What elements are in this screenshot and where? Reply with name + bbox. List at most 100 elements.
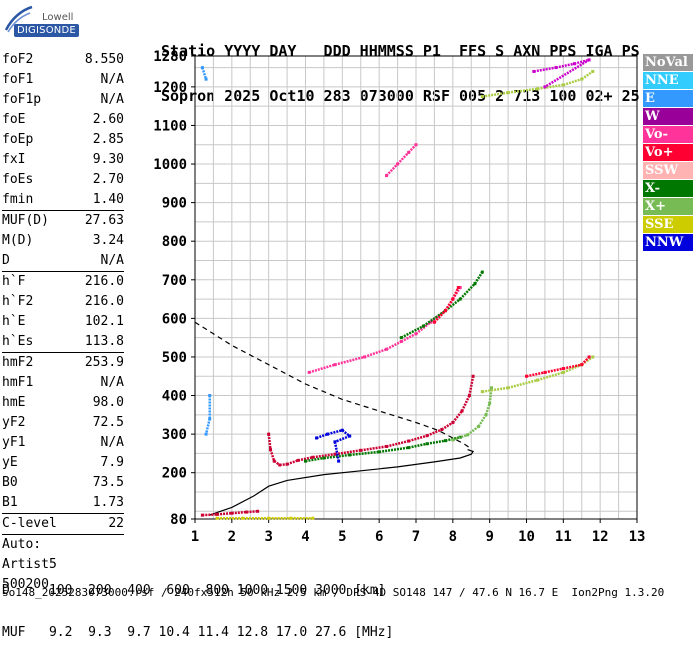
param-label: h`Es xyxy=(2,334,34,349)
swoosh-icon xyxy=(4,5,33,33)
ionogram-plot: 1 2 3 4 5 6 7 8 9 10 11 12 1380200300400500600700800… xyxy=(153,49,645,545)
echo-trace xyxy=(396,151,410,165)
param-row: h`F2 216.0 xyxy=(2,292,124,312)
legend-item: X- xyxy=(643,180,693,197)
legend-item: Vo+ xyxy=(643,144,693,161)
y-tick-label: 900 xyxy=(162,196,187,212)
y-tick-label: 600 xyxy=(162,311,187,327)
param-row: hmF1 N/A xyxy=(2,373,124,393)
echo-trace xyxy=(360,445,387,452)
echo-trace xyxy=(334,434,351,443)
echo-trace xyxy=(408,434,428,443)
param-value: 72.5 xyxy=(92,415,124,430)
echo-point-x xyxy=(480,270,484,274)
echo-point-w xyxy=(572,62,576,66)
echo-trace xyxy=(477,414,488,428)
echo-trace xyxy=(297,456,314,462)
echo-trace xyxy=(364,348,387,359)
param-label: h`F xyxy=(2,274,26,289)
parameter-panel: foF2 8.550 foF1 N/A foF1p N/A foE 2.60 foEp 2.85 f… xyxy=(2,50,124,595)
echo-trace xyxy=(426,428,443,437)
param-row: foF1p N/A xyxy=(2,90,124,110)
param-row: D N/A xyxy=(2,251,124,271)
y-tick-label: 1200 xyxy=(153,80,187,96)
echo-trace xyxy=(415,321,432,335)
echo-trace xyxy=(581,70,594,81)
param-value: 1.40 xyxy=(92,192,124,207)
param-label: M(D) xyxy=(2,233,34,248)
echo-trace xyxy=(316,432,329,440)
param-value: 3.24 xyxy=(92,233,124,248)
echo-trace xyxy=(349,450,380,457)
echo-point-vo xyxy=(471,374,475,378)
echo-trace xyxy=(574,58,590,65)
echo-point-x xyxy=(490,386,494,390)
echo-point-w xyxy=(543,85,547,89)
echo-trace xyxy=(323,453,350,460)
param-label: foE xyxy=(2,112,26,127)
legend-item: NoVal xyxy=(643,54,693,71)
x-tick-label: 9 xyxy=(485,529,493,545)
param-label: fmin xyxy=(2,192,34,207)
y-tick-label: 700 xyxy=(162,273,187,289)
param-row: B0 73.5 xyxy=(2,473,124,493)
param-value: N/A xyxy=(100,435,124,450)
param-divider xyxy=(2,534,124,535)
echo-trace xyxy=(580,356,591,366)
y-tick-label: 800 xyxy=(162,234,187,250)
x-tick-label: 11 xyxy=(555,529,572,545)
param-label: yE xyxy=(2,455,18,470)
echo-trace xyxy=(286,459,299,466)
param-label: B0 xyxy=(2,475,18,490)
station-header: Statio YYYY DAY DDD HHMMSS P1 FFS S AXN … xyxy=(161,14,640,119)
param-value: 8.550 xyxy=(84,52,124,67)
echo-point-e xyxy=(204,432,208,436)
param-label: fxI xyxy=(2,152,26,167)
echo-trace xyxy=(544,367,564,374)
param-row: yF2 72.5 xyxy=(2,413,124,433)
echo-point-nnw xyxy=(337,459,341,463)
param-value: 2.70 xyxy=(92,172,124,187)
echo-trace xyxy=(555,62,575,69)
echo-trace xyxy=(385,163,399,177)
param-divider xyxy=(2,210,124,211)
param-value: 98.0 xyxy=(92,395,124,410)
header-row-labels: Statio YYYY DAY DDD HHMMSS P1 FFS S AXN … xyxy=(161,42,640,60)
echo-trace xyxy=(488,387,493,404)
param-label: foF2 xyxy=(2,52,34,67)
echo-trace xyxy=(466,425,480,436)
echo-trace xyxy=(312,452,336,459)
param-label: h`E xyxy=(2,314,26,329)
param-row: foEs 2.70 xyxy=(2,170,124,190)
echo-point-e xyxy=(204,77,208,81)
echo-point-vo xyxy=(587,355,591,359)
echo-trace xyxy=(507,87,538,94)
y-tick-label: 1000 xyxy=(153,157,187,173)
param-label: foF1 xyxy=(2,72,34,87)
param-value: N/A xyxy=(100,375,124,390)
echo-trace xyxy=(581,355,594,366)
echo-point-vo xyxy=(456,286,460,289)
param-label: C-level xyxy=(2,516,57,531)
muf-table: D 100 200 400 600 800 1000 1500 3000 [km… xyxy=(2,556,393,654)
param-row: foE 2.60 xyxy=(2,110,124,130)
legend-item: NNW xyxy=(643,234,693,251)
header-row-values: Sopron 2025 Oct10 283 073000 RSF 005 2 7… xyxy=(161,87,640,105)
param-label: B1 xyxy=(2,495,18,510)
x-tick-label: 6 xyxy=(375,529,383,545)
legend-item: Vo- xyxy=(643,126,693,143)
echo-trace xyxy=(444,298,454,312)
param-label: yF2 xyxy=(2,415,26,430)
param-value: 2.85 xyxy=(92,132,124,147)
param-value: 253.9 xyxy=(84,355,124,370)
autoscaling-note: Auto: xyxy=(2,537,42,552)
echo-trace xyxy=(451,286,460,300)
param-label: h`F2 xyxy=(2,294,34,309)
y-tick-label: 80 xyxy=(170,512,187,528)
param-label: hmE xyxy=(2,395,26,410)
y-tick-label: 1280 xyxy=(153,49,187,65)
echo-point-vo xyxy=(414,143,418,147)
echo-trace xyxy=(246,510,258,514)
echo-trace xyxy=(473,271,484,285)
y-tick-label: 200 xyxy=(162,466,187,482)
